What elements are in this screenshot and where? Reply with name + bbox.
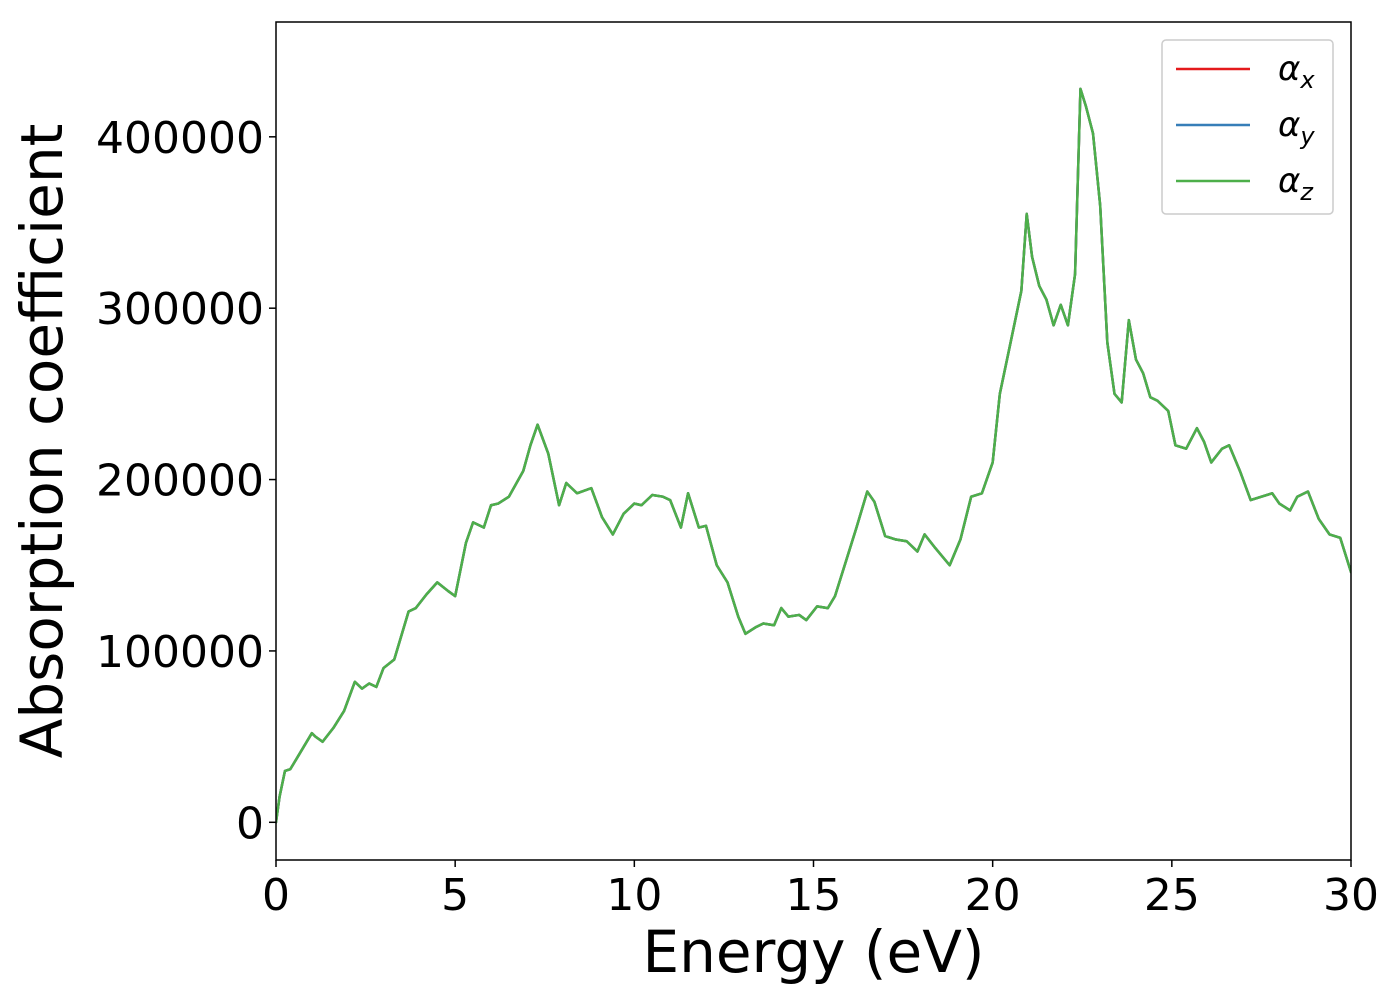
x-tick-label: 10	[606, 870, 662, 921]
series-layer	[276, 87, 1351, 824]
y-tick-label: 200000	[96, 456, 264, 507]
series-line-z	[276, 87, 1351, 824]
legend-frame	[1161, 39, 1334, 215]
x-tick-label: 0	[262, 870, 290, 921]
x-axis-ticks: 0 5 10 15 20 25 30	[262, 860, 1379, 921]
legend-label-y: αy	[1278, 105, 1315, 150]
y-tick-label: 100000	[96, 627, 264, 678]
y-tick-label: 400000	[96, 113, 264, 164]
x-axis-title: Energy (eV)	[642, 918, 984, 986]
x-tick-label: 15	[786, 870, 842, 921]
x-tick-label: 25	[1144, 870, 1200, 921]
y-tick-label: 0	[236, 798, 264, 849]
legend-label-x: αx	[1278, 49, 1315, 94]
x-tick-label: 20	[965, 870, 1021, 921]
y-axis-ticks: 0 100000 200000 300000 400000	[96, 113, 276, 849]
x-tick-label: 5	[441, 870, 469, 921]
y-tick-label: 300000	[96, 284, 264, 335]
x-tick-label: 30	[1323, 870, 1379, 921]
y-axis-title: Absorption coefficient	[8, 124, 76, 759]
